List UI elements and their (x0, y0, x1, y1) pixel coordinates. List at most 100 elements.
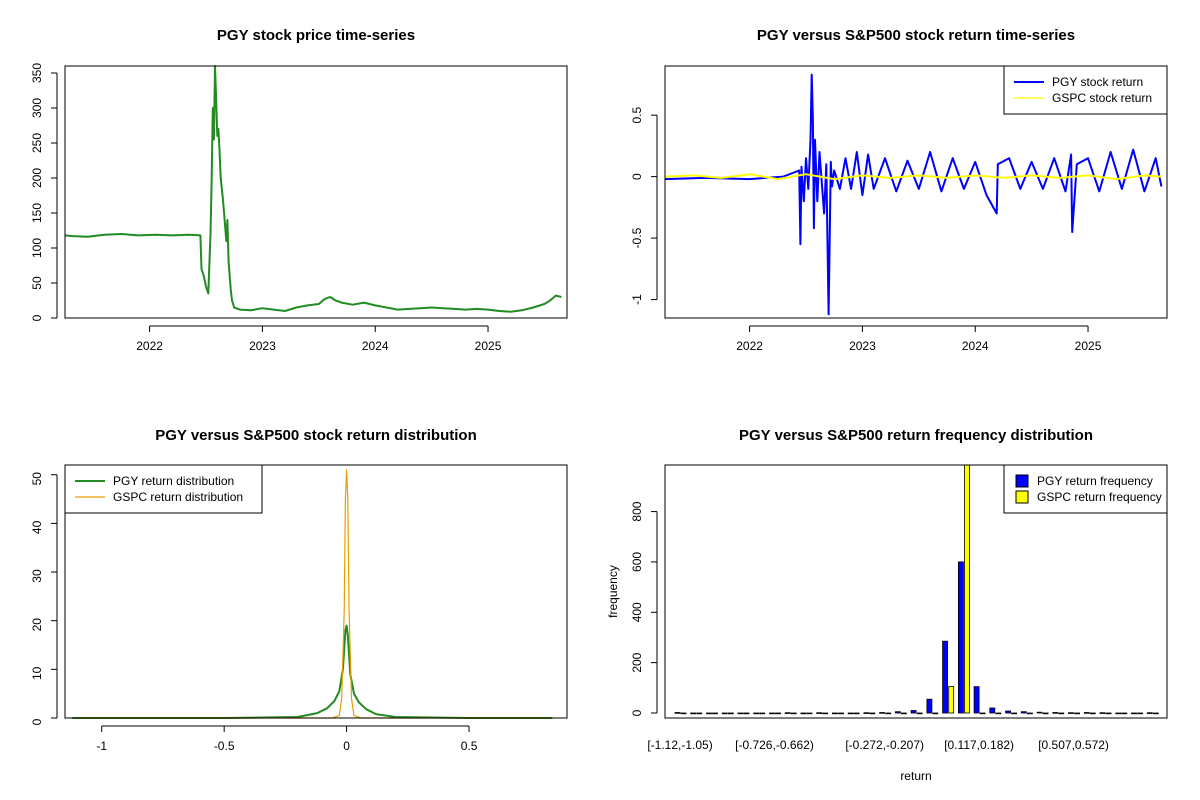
bar-gspc-return-frequency (853, 712, 860, 715)
bar-gspc-return-frequency (869, 712, 876, 715)
bar-gspc-return-frequency (1152, 712, 1159, 715)
bar-gspc-return-frequency (759, 712, 766, 715)
y-tick-label: 10 (30, 666, 44, 680)
bar-gspc-return-frequency (775, 712, 781, 715)
y-tick-label: 600 (630, 552, 644, 572)
y-tick-label: 0 (630, 709, 644, 716)
bar-pgy-return-frequency (690, 712, 697, 715)
chart-title: PGY versus S&P500 stock return time-seri… (757, 27, 1075, 44)
bar-gspc-return-frequency (1105, 712, 1112, 715)
chart-title: PGY versus S&P500 return frequency distr… (739, 427, 1093, 444)
bar-gspc-return-frequency (838, 712, 844, 715)
bar-pgy-return-frequency (1036, 711, 1043, 714)
y-tick-label: 350 (30, 63, 44, 83)
bar-pgy-return-frequency (1146, 712, 1153, 714)
x-category-label: [-0.272,-0.207) (845, 738, 924, 752)
y-tick-label: 50 (30, 472, 44, 486)
y-tick-label: 30 (30, 569, 44, 583)
bar-pgy-return-frequency (706, 712, 712, 715)
bar-pgy-return-frequency (942, 640, 948, 714)
bar-pgy-return-frequency (816, 712, 823, 714)
series-line-gspc-return-distribution (72, 469, 553, 719)
bar-gspc-return-frequency (822, 712, 829, 715)
plot-frame (64, 65, 568, 319)
series-line-gspc-stock-return (664, 173, 1162, 181)
bar-pgy-return-frequency (1099, 712, 1106, 714)
bar-gspc-return-frequency (948, 686, 955, 714)
bar-pgy-return-frequency (1131, 712, 1137, 715)
bar-gspc-return-frequency (932, 712, 939, 715)
x-tick-label: -1 (96, 739, 107, 753)
bar-gspc-return-frequency (885, 712, 892, 715)
bar-pgy-return-frequency (1083, 712, 1090, 714)
y-tick-label: 0 (30, 718, 44, 725)
y-tick-label: 0.5 (630, 107, 644, 124)
bar-pgy-return-frequency (1020, 711, 1027, 714)
bar-pgy-return-frequency (753, 712, 760, 715)
bar-gspc-return-frequency (964, 464, 970, 714)
plot-frame (64, 464, 568, 719)
bar-gspc-return-frequency (916, 712, 923, 715)
y-tick-label: 800 (630, 501, 644, 521)
x-tick-label: 2023 (849, 339, 876, 353)
y-tick-label: 200 (30, 168, 44, 188)
bar-pgy-return-frequency (879, 712, 885, 714)
x-category-label: [-1.12,-1.05) (647, 738, 712, 752)
bar-pgy-return-frequency (832, 712, 838, 715)
legend-label: PGY stock return (1052, 75, 1143, 89)
y-tick-label: 40 (30, 520, 44, 534)
x-tick-label: 2024 (362, 339, 389, 353)
bar-pgy-return-frequency (721, 712, 728, 715)
y-tick-label: 250 (30, 133, 44, 153)
bar-gspc-return-frequency (727, 712, 734, 715)
legend-label: GSPC return frequency (1037, 490, 1162, 504)
x-tick-label: 0 (343, 739, 350, 753)
bar-pgy-return-frequency (847, 712, 854, 715)
bar-pgy-return-frequency (1052, 712, 1059, 714)
bar-gspc-return-frequency (1137, 712, 1143, 715)
x-category-label: [-0.726,-0.662) (735, 738, 814, 752)
x-tick-label: 2025 (1075, 339, 1102, 353)
bar-pgy-return-frequency (1068, 712, 1074, 714)
y-tick-label: 20 (30, 618, 44, 632)
plot-frame (664, 65, 1168, 319)
bar-pgy-return-frequency (769, 712, 775, 715)
bar-gspc-return-frequency (1121, 712, 1128, 715)
bar-gspc-return-frequency (901, 712, 907, 715)
plot-frame (664, 464, 1168, 719)
chart-title: PGY versus S&P500 stock return distribut… (155, 427, 477, 444)
legend-swatch (1015, 474, 1029, 488)
y-tick-label: 400 (630, 602, 644, 622)
bar-pgy-return-frequency (958, 561, 964, 714)
legend-label: PGY return frequency (1037, 474, 1153, 488)
x-tick-label: 0.5 (461, 739, 478, 753)
bar-gspc-return-frequency (743, 712, 750, 715)
bar-pgy-return-frequency (800, 712, 807, 715)
x-tick-label: -0.5 (214, 739, 235, 753)
bar-pgy-return-frequency (674, 712, 681, 714)
bar-gspc-return-frequency (696, 712, 703, 715)
bar-pgy-return-frequency (989, 707, 996, 714)
legend-swatch (1015, 490, 1029, 504)
bar-gspc-return-frequency (680, 712, 687, 715)
bar-gspc-return-frequency (712, 712, 718, 715)
bar-pgy-return-frequency (1115, 712, 1122, 715)
bar-gspc-return-frequency (1027, 712, 1033, 715)
legend-label: GSPC return distribution (113, 490, 243, 504)
legend: PGY return frequency GSPC return frequenc… (1003, 464, 1168, 514)
x-tick-label: 2024 (962, 339, 989, 353)
legend-box (1003, 65, 1168, 115)
bar-gspc-return-frequency (1089, 712, 1096, 715)
bar-gspc-return-frequency (790, 712, 797, 715)
legend: PGY stock return GSPC stock return (1003, 65, 1168, 115)
bar-gspc-return-frequency (1042, 712, 1049, 715)
y-axis-title: frequency (606, 565, 620, 618)
y-tick-label: -0.5 (630, 227, 644, 248)
legend-label: GSPC stock return (1052, 91, 1152, 105)
bar-gspc-return-frequency (979, 712, 986, 715)
x-axis-title: return (900, 769, 931, 783)
x-category-label: [0.117,0.182) (944, 738, 1014, 752)
series-line-series-0 (64, 65, 562, 313)
legend-box (64, 464, 263, 514)
